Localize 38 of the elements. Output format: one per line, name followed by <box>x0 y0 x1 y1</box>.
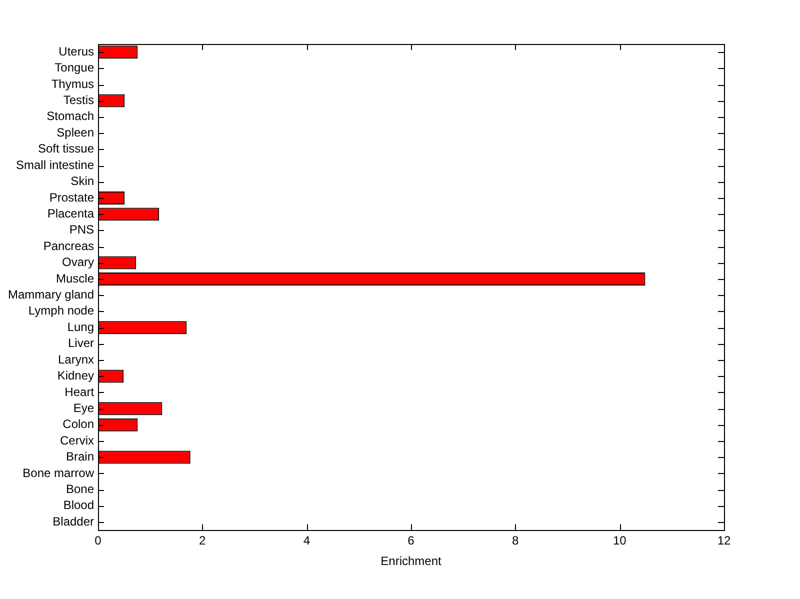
y-tick-label: Lymph node <box>28 304 94 318</box>
y-tick-label: Soft tissue <box>38 142 94 156</box>
y-tick-label: Skin <box>70 174 94 188</box>
y-tick-label: Brain <box>66 450 94 464</box>
x-tick-label: 8 <box>512 534 519 548</box>
y-tick-label: Thymus <box>51 76 94 91</box>
x-tick-label: 0 <box>94 534 102 548</box>
y-tick-label: Uterus <box>58 44 94 58</box>
x-tick-label: 4 <box>303 534 310 548</box>
y-tick-label: Small intestine <box>16 158 94 172</box>
y-tick-label: Testis <box>63 93 94 108</box>
y-tick-label: PNS <box>69 222 94 237</box>
y-tick-label: Lung <box>67 320 94 334</box>
y-tick-label: Prostate <box>49 190 94 204</box>
y-tick-label: Spleen <box>56 125 94 140</box>
y-tick-label: Blood <box>63 498 94 512</box>
y-tick-label: Bladder <box>52 514 94 528</box>
y-tick-label: Ovary <box>62 255 94 270</box>
x-tick-label: 2 <box>199 534 206 548</box>
y-tick-label: Larynx <box>58 352 94 366</box>
x-tick-label: 6 <box>408 534 415 548</box>
y-tick-label: Stomach <box>46 109 94 124</box>
y-tick-label: Liver <box>68 336 94 350</box>
y-tick-label: Bone marrow <box>22 466 94 480</box>
y-tick-label: Cervix <box>60 433 94 448</box>
y-tick-label: Mammary gland <box>8 288 94 302</box>
x-tick-label: 12 <box>717 534 731 548</box>
y-tick-label: Placenta <box>47 206 94 220</box>
y-tick-label: Muscle <box>56 271 94 286</box>
y-tick-label: Kidney <box>57 368 94 383</box>
y-tick-label: Pancreas <box>43 238 94 253</box>
x-tick-label: 10 <box>612 534 627 548</box>
y-tick-label: Eye <box>73 400 94 415</box>
y-tick-label: Bone <box>66 482 94 496</box>
y-tick-label: Heart <box>64 384 95 399</box>
x-axis-title: Enrichment <box>380 554 442 568</box>
y-tick-label: Colon <box>62 417 94 432</box>
y-tick-label: Tongue <box>54 60 94 75</box>
